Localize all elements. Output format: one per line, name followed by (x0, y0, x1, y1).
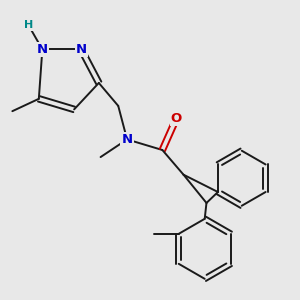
Text: H: H (24, 20, 33, 30)
Text: N: N (122, 133, 133, 146)
Text: O: O (171, 112, 182, 125)
Text: N: N (76, 43, 87, 56)
Text: N: N (37, 43, 48, 56)
